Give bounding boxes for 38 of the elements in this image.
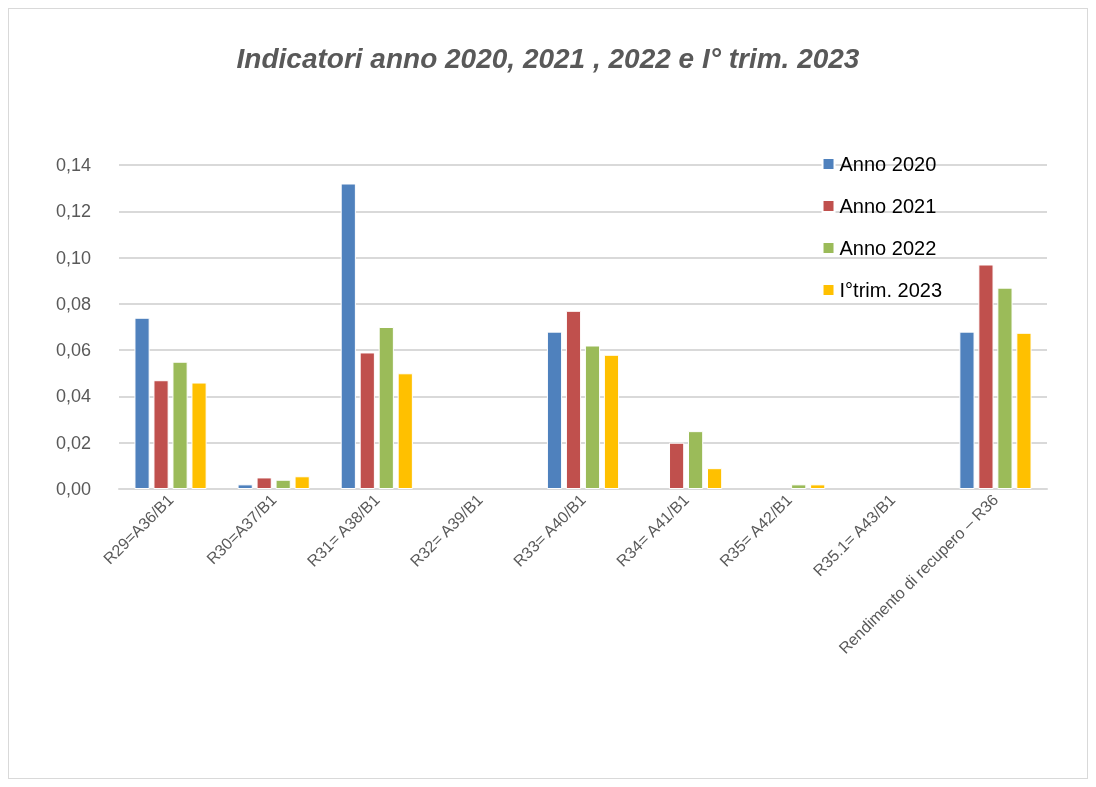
y-tick-label: 0,04 [55, 386, 91, 407]
legend-label: Anno 2021 [839, 195, 937, 217]
bar [256, 477, 272, 489]
bar [294, 476, 310, 489]
bar [603, 354, 620, 489]
bar [1016, 332, 1032, 489]
bar [275, 479, 291, 489]
y-tick-label: 0,14 [55, 155, 91, 175]
y-tick-label: 0,08 [55, 293, 91, 314]
bar [546, 331, 563, 489]
bar [978, 264, 994, 489]
y-tick-label: 0,02 [55, 432, 91, 453]
bar [397, 373, 413, 489]
bar [584, 345, 601, 489]
legend-label: Anno 2020 [839, 153, 937, 175]
bar [997, 287, 1013, 489]
chart-title: Indicatori anno 2020, 2021 , 2022 e I° trim. 2023 [236, 42, 860, 74]
bar [669, 442, 685, 489]
bar [791, 484, 807, 489]
legend-label: I°trim. 2023 [839, 279, 942, 301]
bar [688, 431, 704, 489]
bar [237, 484, 253, 489]
legend-label: Anno 2022 [839, 237, 937, 259]
bar [959, 331, 975, 489]
y-tick-label: 0,12 [55, 201, 91, 222]
bar [191, 382, 207, 489]
y-tick-label: 0,06 [55, 340, 91, 361]
bar [707, 468, 723, 489]
bar [565, 310, 582, 489]
bar [340, 183, 356, 489]
bar [378, 327, 394, 489]
bar [153, 380, 169, 489]
bar [172, 361, 188, 489]
bar [810, 484, 826, 489]
bar [359, 352, 375, 489]
y-tick-label: 0,10 [55, 247, 91, 268]
y-tick-label: 0,00 [55, 479, 91, 499]
bar [134, 317, 150, 489]
